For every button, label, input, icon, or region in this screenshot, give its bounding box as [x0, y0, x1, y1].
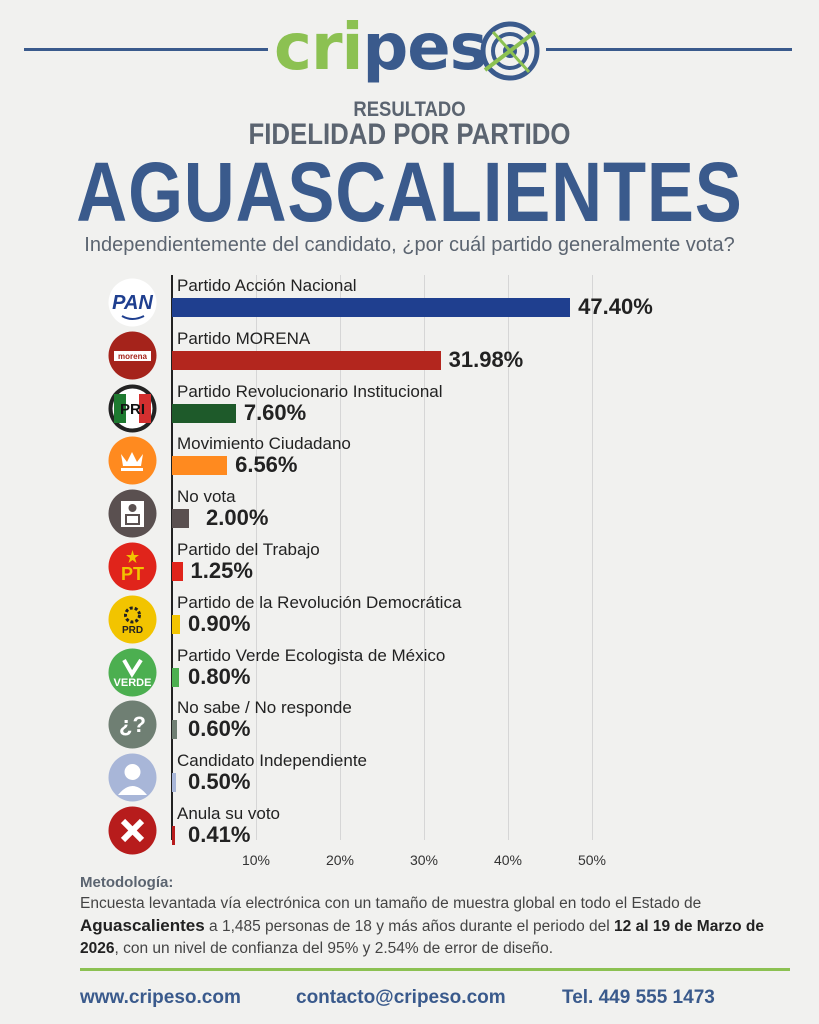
bar	[172, 667, 179, 687]
header-line-right	[546, 48, 792, 51]
value-label: 1.25%	[190, 558, 253, 583]
methodology-dates2: Marzo de 2026	[80, 918, 764, 957]
footer-email-link[interactable]: contacto@cripeso.com	[296, 987, 506, 1008]
target-icon	[480, 21, 540, 81]
category-label: Anula su voto	[177, 804, 281, 823]
question-icon: ¿?	[108, 700, 157, 749]
category-label: Partido Revolucionario Institucional	[177, 381, 443, 401]
gridline	[340, 275, 341, 840]
category-label: Partido MORENA	[177, 328, 311, 348]
bar	[172, 773, 177, 793]
bar	[172, 614, 180, 634]
methodology-p3: , con un nivel de confianza del 95% y 2.…	[114, 940, 554, 957]
svg-text:VERDE: VERDE	[114, 677, 152, 689]
methodology-state: Aguascalientes	[80, 916, 205, 935]
value-label: 0.90%	[188, 610, 251, 636]
footer-phone: Tel. 449 555 1473	[562, 987, 715, 1008]
logo-part-green: cri	[274, 11, 363, 85]
logo-part-blue: pes	[362, 11, 487, 85]
person-icon	[108, 753, 157, 802]
verde-logo-icon: VERDE	[108, 648, 157, 697]
cross-icon	[108, 806, 157, 855]
bar	[172, 826, 176, 845]
pt-logo-icon: PT	[108, 542, 157, 591]
category-label: No vota	[177, 487, 236, 507]
pri-logo-icon: PRI	[108, 384, 157, 433]
bar	[172, 298, 571, 317]
category-label: Partido de la Revolución Democrática	[177, 592, 462, 612]
category-label: Movimiento Ciudadano	[177, 434, 351, 454]
kicker: RESULTADO	[353, 98, 466, 121]
category-label: Partido Acción Nacional	[177, 276, 357, 295]
bar	[172, 403, 236, 423]
morena-logo-icon: morena	[108, 331, 157, 380]
gridline	[508, 275, 509, 840]
svg-text:PT: PT	[121, 564, 144, 584]
gridline	[592, 275, 593, 840]
value-label: 47.40%	[578, 294, 653, 319]
bar	[172, 562, 183, 581]
bar	[172, 456, 228, 476]
x-tick-label: 10%	[241, 852, 271, 868]
x-tick-label: 30%	[409, 852, 439, 868]
methodology-p2: a 1,485 personas de 18 y más años durant…	[204, 918, 615, 935]
value-label: 6.56%	[235, 452, 298, 478]
value-label: 2.00%	[206, 505, 269, 531]
pan-logo-icon: PAN	[108, 278, 157, 327]
value-label: 0.80%	[188, 663, 251, 689]
footer-line	[80, 968, 790, 971]
y-axis-line	[171, 275, 173, 840]
mc-logo-icon	[108, 436, 157, 485]
value-label: 7.60%	[243, 399, 307, 425]
svg-text:morena: morena	[118, 352, 147, 361]
x-tick-label: 50%	[577, 852, 607, 868]
value-label: 31.98%	[448, 346, 524, 372]
bar	[172, 509, 189, 529]
category-label: No sabe / No responde	[177, 698, 352, 718]
gridline	[424, 275, 425, 840]
value-label: 0.60%	[188, 716, 251, 742]
x-tick-label: 40%	[493, 852, 523, 868]
bar	[172, 720, 178, 740]
survey-question: Independientemente del candidato, ¿por c…	[84, 234, 735, 256]
svg-text:PRD: PRD	[122, 625, 143, 636]
category-label: Partido del Trabajo	[177, 540, 320, 559]
methodology-dates1: 12 al 19 de	[614, 918, 693, 935]
x-tick-label: 20%	[325, 852, 355, 868]
bar	[172, 350, 441, 370]
footer-web-link[interactable]: www.cripeso.com	[80, 987, 241, 1008]
value-label: 0.50%	[188, 769, 251, 795]
page-title: AGUASCALIENTES	[76, 145, 743, 239]
methodology-title: Metodología:	[80, 874, 174, 891]
methodology-p1: Encuesta levantada vía electrónica con u…	[80, 895, 702, 912]
category-label: Partido Verde Ecologista de México	[177, 645, 446, 665]
methodology-text: Encuesta levantada vía electrónica con u…	[80, 893, 780, 960]
category-label: Candidato Independiente	[177, 751, 367, 771]
page-subtitle: FIDELIDAD POR PARTIDO	[248, 118, 571, 151]
svg-text:PRI: PRI	[120, 401, 145, 418]
brand-logo: cripes	[274, 8, 544, 88]
prd-logo-icon: PRD	[108, 595, 157, 644]
header-line-left	[24, 48, 268, 51]
ballot-box-icon	[108, 489, 157, 538]
svg-text:¿?: ¿?	[119, 712, 146, 737]
svg-text:PAN: PAN	[112, 292, 153, 314]
value-label: 0.41%	[188, 822, 251, 847]
logo-text: cripes	[274, 8, 488, 88]
gridline	[256, 275, 257, 840]
